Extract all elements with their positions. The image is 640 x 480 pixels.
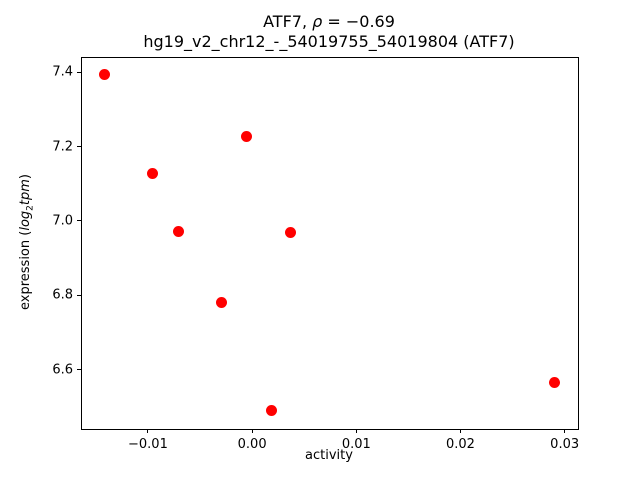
data-point xyxy=(285,226,297,238)
x-tick-label: 0.03 xyxy=(550,437,580,452)
chart-title: ATF7, ρ = −0.69 xyxy=(81,12,577,32)
data-point xyxy=(548,376,560,388)
x-tick-label: 0.00 xyxy=(237,437,267,452)
data-point xyxy=(146,168,158,180)
x-tick-mark xyxy=(251,429,253,433)
y-tick-mark xyxy=(77,71,81,73)
y-axis-label-log-base: 2 xyxy=(25,205,36,211)
y-tick-mark xyxy=(77,369,81,371)
y-axis-label-log: log xyxy=(18,210,33,231)
y-tick-mark xyxy=(77,146,81,148)
x-tick-mark xyxy=(147,429,149,433)
data-point xyxy=(266,404,278,416)
y-tick-label: 7.0 xyxy=(52,213,73,229)
plot-area: −0.01 0.00 0.01 0.02 0.03 6.6 6.8 7.0 7.2 7.4 xyxy=(52,57,579,452)
x-tick-mark xyxy=(459,429,461,433)
y-tick-label: 6.8 xyxy=(52,287,73,303)
y-axis-label-tpm: tpm xyxy=(18,179,33,206)
x-axis-label: activity xyxy=(305,448,353,463)
y-tick-label: 7.4 xyxy=(52,64,73,80)
data-point xyxy=(216,297,228,309)
y-axis-label: expression (log2tpm) xyxy=(18,142,36,342)
data-point xyxy=(172,225,184,237)
chart-subtitle: hg19_v2_chr12_-_54019755_54019804 (ATF7) xyxy=(143,32,515,51)
y-tick-mark xyxy=(77,220,81,222)
x-tick-label: 0.01 xyxy=(341,437,371,452)
y-tick-label: 7.2 xyxy=(52,139,73,155)
x-tick-label: −0.01 xyxy=(128,437,168,452)
chart-title-rho-symbol: ρ xyxy=(312,12,323,31)
chart-title-gene: ATF7, xyxy=(263,12,313,31)
x-tick-mark xyxy=(564,429,566,433)
chart-title-correlation: = −0.69 xyxy=(322,12,395,31)
y-axis-label-text: expression ( xyxy=(18,230,33,310)
y-tick-mark xyxy=(77,294,81,296)
x-tick-mark xyxy=(355,429,357,433)
y-tick-label: 6.6 xyxy=(52,362,73,378)
data-point xyxy=(98,69,110,81)
y-axis-label-close-paren: ) xyxy=(18,174,33,180)
data-point xyxy=(241,131,253,143)
x-tick-label: 0.02 xyxy=(446,437,475,452)
chart-title-block: ATF7, ρ = −0.69 hg19_v2_chr12_-_54019755… xyxy=(81,12,577,52)
